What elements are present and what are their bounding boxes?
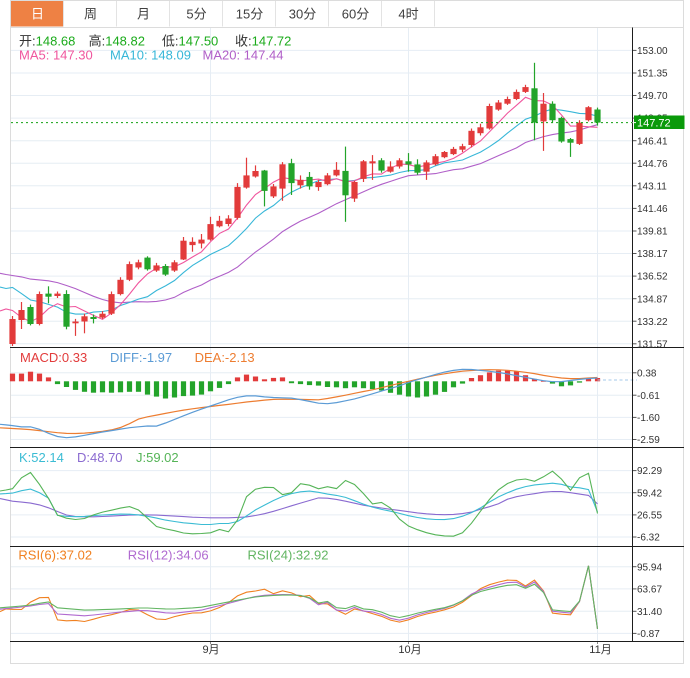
- svg-text:开:148.68高:148.82低:147.50收:147.: 开:148.68 高:148.82 低:147.50 收:147.72: [19, 34, 291, 49]
- svg-text:134.87: 134.87: [637, 294, 668, 305]
- svg-text:147.72: 147.72: [637, 118, 671, 130]
- svg-text:11月: 11月: [589, 644, 611, 656]
- svg-text:59.42: 59.42: [637, 488, 662, 499]
- svg-text:-0.61: -0.61: [637, 391, 660, 402]
- svg-text:月: 月: [137, 7, 150, 22]
- svg-text:26.55: 26.55: [637, 511, 662, 522]
- svg-text:63.67: 63.67: [637, 585, 662, 596]
- svg-text:138.17: 138.17: [637, 249, 668, 260]
- svg-text:K:52.14D:48.70J:59.02: K:52.14 D:48.70 J:59.02: [19, 450, 179, 465]
- svg-text:131.57: 131.57: [637, 339, 668, 350]
- svg-text:10月: 10月: [398, 644, 421, 656]
- svg-text:143.11: 143.11: [637, 181, 667, 192]
- svg-text:144.76: 144.76: [637, 159, 668, 170]
- svg-text:5分: 5分: [186, 7, 206, 22]
- svg-text:136.52: 136.52: [637, 272, 668, 283]
- svg-text:-0.87: -0.87: [637, 629, 660, 640]
- svg-text:133.22: 133.22: [637, 317, 668, 328]
- svg-text:31.40: 31.40: [637, 607, 662, 618]
- svg-text:92.29: 92.29: [637, 466, 662, 477]
- svg-text:-1.60: -1.60: [637, 413, 660, 424]
- svg-text:4时: 4时: [398, 7, 418, 22]
- svg-text:9月: 9月: [202, 644, 219, 656]
- svg-text:60分: 60分: [342, 7, 369, 22]
- svg-text:日: 日: [31, 7, 44, 22]
- svg-text:-6.32: -6.32: [637, 533, 660, 544]
- svg-text:0.38: 0.38: [637, 368, 657, 379]
- svg-text:151.35: 151.35: [637, 69, 668, 80]
- svg-text:95.94: 95.94: [637, 562, 662, 573]
- svg-text:30分: 30分: [289, 7, 316, 22]
- svg-text:153.00: 153.00: [637, 46, 668, 57]
- svg-text:139.81: 139.81: [637, 227, 668, 238]
- svg-text:周: 周: [84, 7, 97, 22]
- svg-text:15分: 15分: [236, 7, 263, 22]
- svg-text:141.46: 141.46: [637, 204, 668, 215]
- svg-text:-2.59: -2.59: [637, 435, 660, 446]
- svg-text:146.41: 146.41: [637, 136, 668, 147]
- svg-text:149.70: 149.70: [637, 91, 668, 102]
